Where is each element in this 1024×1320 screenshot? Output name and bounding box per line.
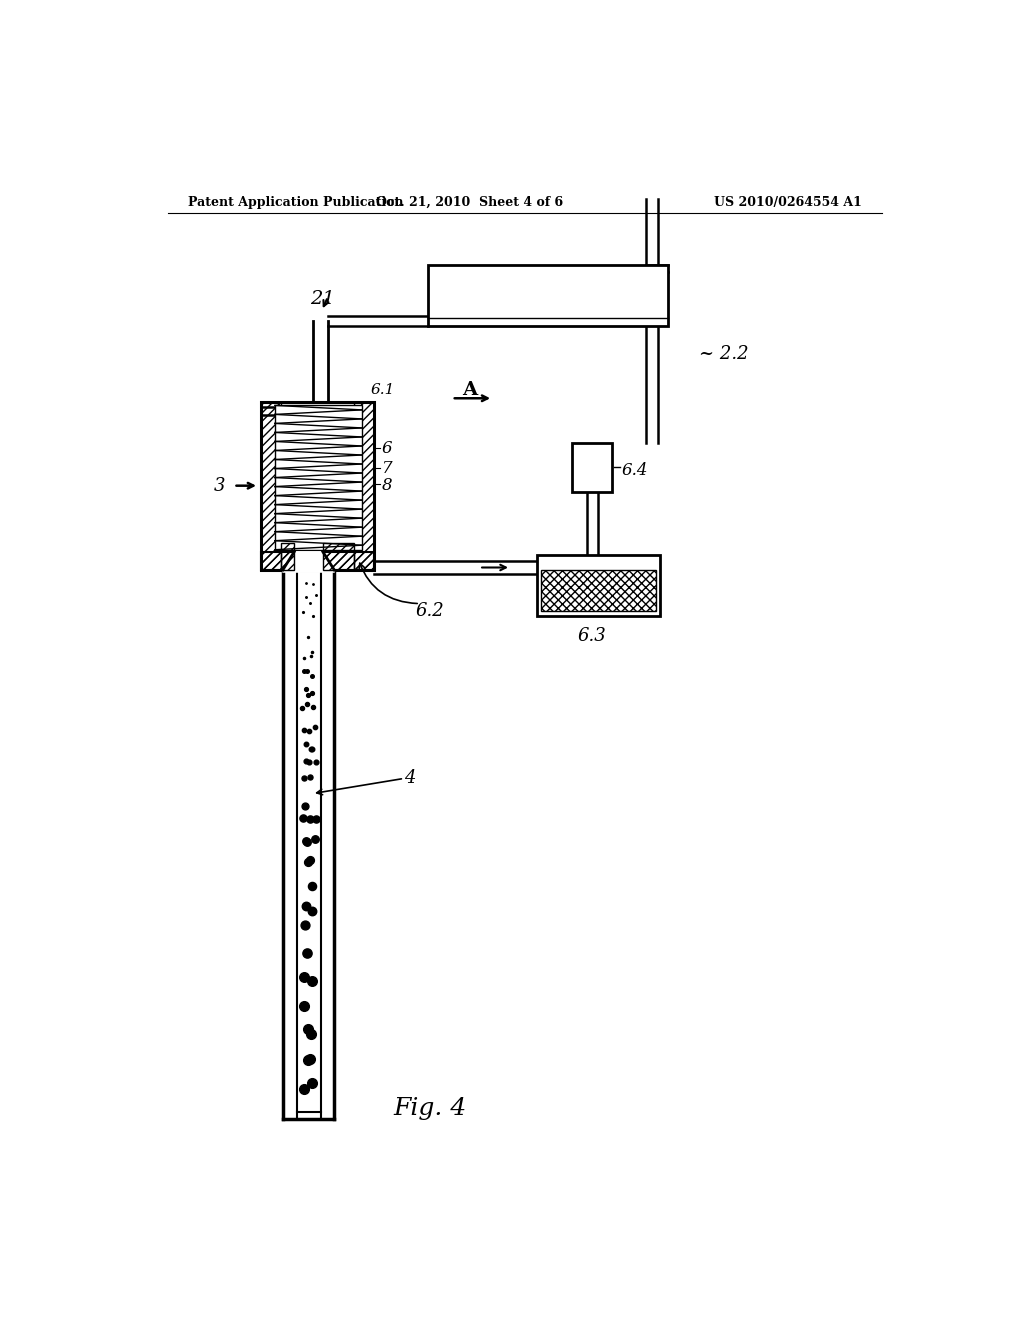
- Bar: [541, 570, 655, 611]
- Bar: [261, 403, 282, 570]
- Text: 8: 8: [382, 478, 392, 494]
- Bar: [261, 403, 374, 570]
- Text: 6.1: 6.1: [370, 383, 394, 397]
- Polygon shape: [283, 552, 334, 572]
- Bar: [354, 403, 374, 570]
- Text: 6.4: 6.4: [622, 462, 648, 479]
- Bar: [354, 403, 374, 570]
- Bar: [537, 554, 659, 615]
- Bar: [354, 403, 362, 552]
- Bar: [428, 265, 668, 326]
- Bar: [572, 444, 612, 492]
- Text: US 2010/0264554 A1: US 2010/0264554 A1: [714, 195, 862, 209]
- Text: 6.2: 6.2: [415, 602, 444, 619]
- Text: 21: 21: [310, 289, 335, 308]
- Text: 4: 4: [404, 770, 416, 788]
- Text: 6.3: 6.3: [578, 627, 606, 645]
- Bar: [274, 403, 282, 552]
- Text: A: A: [462, 381, 477, 399]
- Text: 6: 6: [382, 440, 392, 457]
- Text: Oct. 21, 2010  Sheet 4 of 6: Oct. 21, 2010 Sheet 4 of 6: [376, 195, 563, 209]
- Text: ~ 2.2: ~ 2.2: [699, 345, 749, 363]
- Bar: [323, 543, 354, 570]
- Text: Fig. 4: Fig. 4: [393, 1097, 466, 1121]
- Text: Patent Application Publication: Patent Application Publication: [187, 195, 403, 209]
- Bar: [261, 552, 374, 570]
- Bar: [282, 543, 294, 570]
- Text: 7: 7: [382, 459, 392, 477]
- Bar: [261, 552, 374, 570]
- Text: 3: 3: [214, 477, 225, 495]
- Bar: [541, 560, 655, 570]
- Bar: [541, 570, 655, 611]
- Bar: [261, 403, 282, 570]
- Bar: [274, 405, 362, 549]
